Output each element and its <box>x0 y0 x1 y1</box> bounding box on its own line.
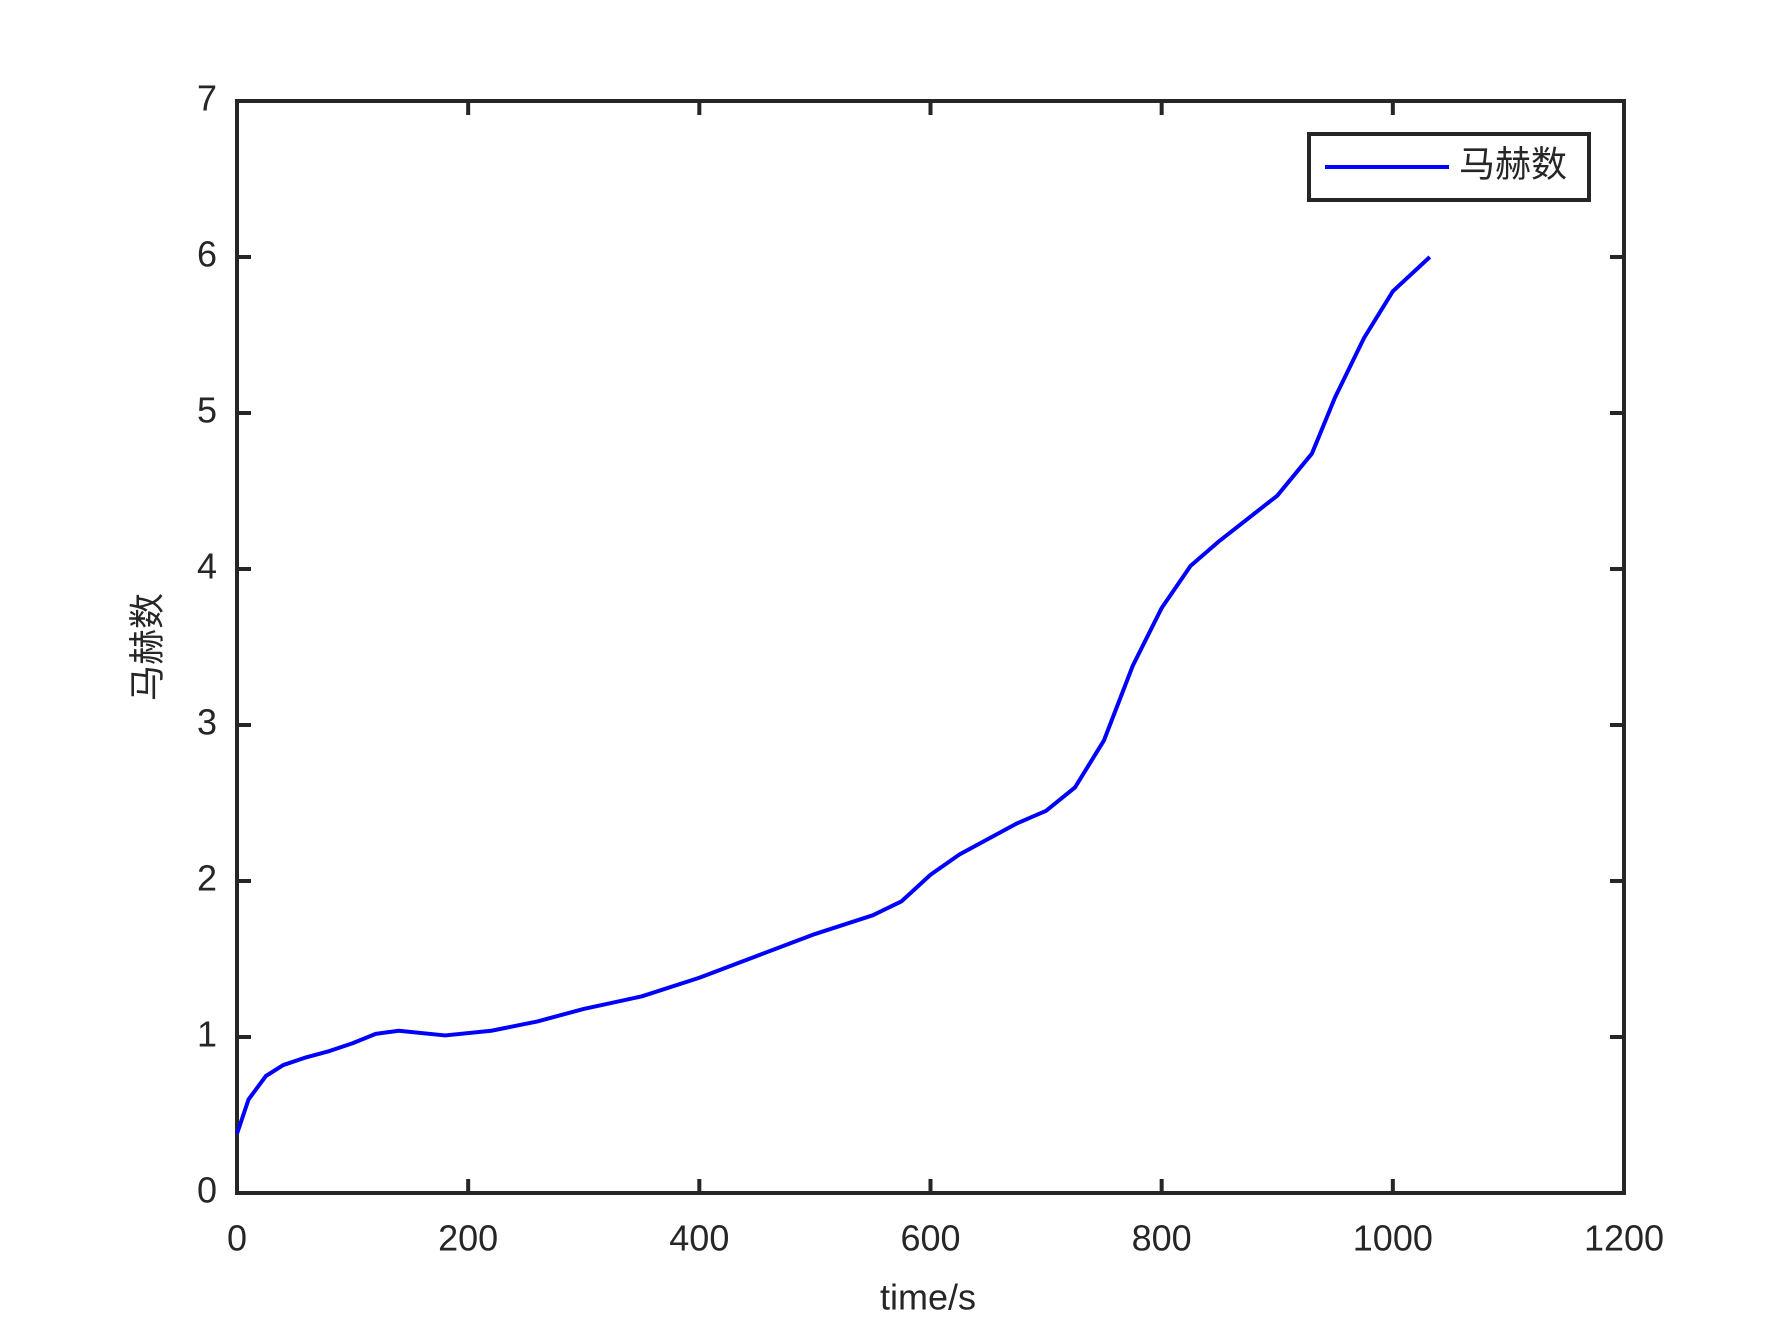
plot-frame <box>235 99 1626 1195</box>
x-axis-label: time/s <box>880 1277 976 1318</box>
y-tick-label: 1 <box>197 1014 217 1055</box>
x-tick-label: 600 <box>900 1218 960 1259</box>
y-tick-label: 5 <box>197 390 217 431</box>
x-tick-label: 0 <box>227 1218 247 1259</box>
x-tick-label: 1000 <box>1353 1218 1433 1259</box>
x-tick-label: 1200 <box>1584 1218 1664 1259</box>
x-tick-label: 200 <box>438 1218 498 1259</box>
x-tick-label: 800 <box>1132 1218 1192 1259</box>
legend-label: 马赫数 <box>1459 144 1567 185</box>
y-tick-label: 6 <box>197 234 217 275</box>
y-tick-label: 7 <box>197 78 217 119</box>
y-tick-label: 0 <box>197 1170 217 1211</box>
y-tick-label: 4 <box>197 546 217 587</box>
data-line <box>235 255 1432 1135</box>
y-tick-label: 2 <box>197 858 217 899</box>
x-tick-label: 400 <box>669 1218 729 1259</box>
y-tick-label: 3 <box>197 702 217 743</box>
y-axis-label: 马赫数 <box>127 593 168 701</box>
